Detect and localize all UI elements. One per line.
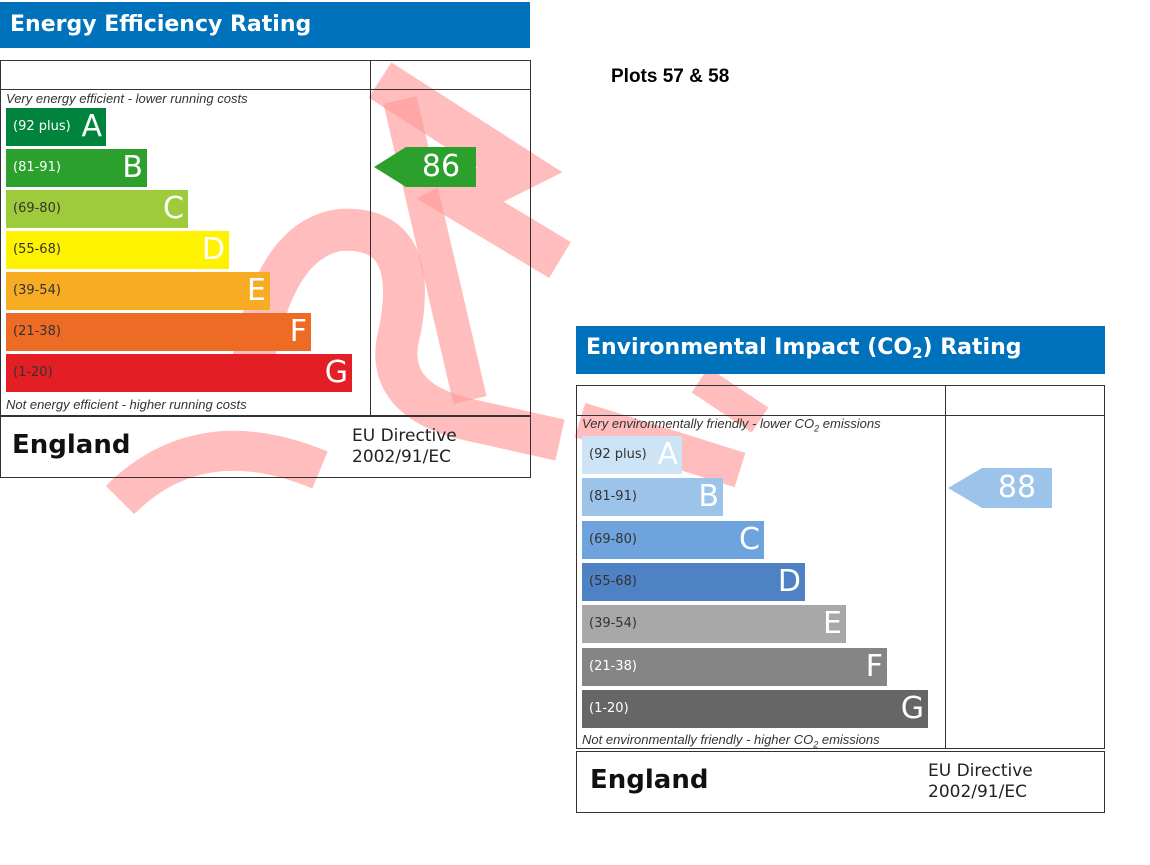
rating-band-f: (21-38) F — [582, 647, 887, 686]
rating-band-g: (1-20) G — [6, 354, 352, 392]
energy-title-bar: Energy Efficiency Rating — [0, 2, 530, 48]
rating-band-a: (92 plus) A — [582, 436, 682, 474]
energy-efficiency-panel: Energy Efficiency Rating Very energy eff… — [0, 2, 531, 478]
band-range-label: (69-80) — [13, 201, 61, 216]
environmental-top-caption-suffix: emissions — [819, 416, 881, 431]
environmental-directive-line2: 2002/91/EC — [928, 782, 1027, 802]
band-letter: D — [201, 232, 225, 267]
energy-bottom-caption: Not energy efficient - higher running co… — [6, 397, 247, 412]
environmental-arrow-shape — [948, 468, 1052, 508]
band-range-label: (81-91) — [589, 489, 637, 505]
band-range-label: (39-54) — [589, 616, 637, 632]
band-letter: D — [777, 563, 801, 599]
energy-current-value: 86 — [421, 149, 461, 184]
environmental-impact-panel: Environmental Impact (CO2) Rating Very e… — [576, 326, 1106, 814]
band-letter: E — [247, 273, 266, 308]
environmental-column-divider — [945, 385, 946, 749]
rating-band-g: (1-20) G — [582, 689, 928, 728]
environmental-footer-frame — [576, 751, 1105, 813]
environmental-header-divider — [576, 415, 1105, 416]
environmental-directive: EU Directive 2002/91/EC — [928, 761, 1033, 803]
rating-band-d: (55-68) D — [582, 562, 805, 601]
environmental-directive-line1: EU Directive — [928, 761, 1033, 781]
energy-chart-frame — [0, 60, 531, 416]
band-range-label: (1-20) — [589, 700, 629, 716]
energy-column-divider — [370, 60, 371, 416]
band-range-label: (69-80) — [589, 531, 637, 547]
environmental-country: England — [590, 765, 709, 795]
rating-band-c: (69-80) C — [6, 190, 188, 228]
plots-label: Plots 57 & 58 — [611, 66, 730, 87]
energy-directive-line2: 2002/91/EC — [352, 447, 451, 467]
band-range-label: (39-54) — [13, 283, 61, 298]
environmental-bottom-caption-suffix: emissions — [818, 732, 880, 747]
energy-footer-frame — [0, 416, 531, 478]
environmental-title-prefix: Environmental Impact (CO — [586, 335, 913, 360]
rating-band-b: (81-91) B — [6, 149, 147, 187]
environmental-top-caption-sub: 2 — [814, 423, 820, 434]
band-letter: C — [739, 521, 760, 557]
rating-band-c: (69-80) C — [582, 520, 764, 559]
band-letter: E — [823, 606, 842, 642]
energy-arrow-shape — [374, 147, 476, 187]
band-letter: G — [324, 355, 348, 390]
energy-directive-line1: EU Directive — [352, 426, 457, 446]
band-letter: F — [865, 648, 883, 684]
environmental-bottom-caption-sub: 2 — [813, 739, 819, 750]
band-letter: A — [657, 437, 678, 472]
energy-top-caption: Very energy efficient - lower running co… — [6, 91, 248, 106]
band-range-label: (21-38) — [589, 658, 637, 674]
rating-band-e: (39-54) E — [6, 272, 270, 310]
band-range-label: (1-20) — [13, 365, 53, 380]
environmental-current-value: 88 — [997, 470, 1037, 505]
rating-band-e: (39-54) E — [582, 605, 846, 644]
band-letter: A — [81, 109, 102, 144]
band-range-label: (92 plus) — [589, 447, 647, 462]
band-letter: C — [163, 191, 184, 226]
band-letter: G — [900, 690, 924, 726]
energy-country: England — [12, 430, 131, 460]
band-letter: F — [289, 314, 307, 349]
environmental-top-caption: Very environmentally friendly - lower CO… — [582, 416, 881, 434]
rating-band-b: (81-91) B — [582, 478, 723, 517]
rating-band-a: (92 plus) A — [6, 108, 106, 146]
energy-header-divider — [0, 89, 531, 90]
environmental-title-bar: Environmental Impact (CO2) Rating — [576, 326, 1105, 374]
energy-directive: EU Directive 2002/91/EC — [352, 426, 457, 468]
band-range-label: (21-38) — [13, 324, 61, 339]
band-range-label: (55-68) — [13, 242, 61, 257]
rating-band-d: (55-68) D — [6, 231, 229, 269]
rating-band-f: (21-38) F — [6, 313, 311, 351]
environmental-title-sub: 2 — [912, 344, 923, 362]
environmental-bottom-caption-prefix: Not environmentally friendly - higher CO — [582, 732, 814, 747]
environmental-top-caption-prefix: Very environmentally friendly - lower CO — [582, 416, 815, 431]
environmental-title-suffix: ) Rating — [922, 335, 1022, 360]
band-letter: B — [698, 479, 719, 515]
environmental-chart-frame — [576, 385, 1105, 749]
band-letter: B — [122, 150, 143, 185]
environmental-bottom-caption: Not environmentally friendly - higher CO… — [582, 732, 880, 750]
energy-current-rating-arrow: 86 — [374, 147, 476, 187]
energy-title: Energy Efficiency Rating — [10, 12, 312, 37]
band-range-label: (92 plus) — [13, 119, 71, 134]
band-range-label: (81-91) — [13, 160, 61, 175]
environmental-current-rating-arrow: 88 — [948, 468, 1052, 508]
band-range-label: (55-68) — [589, 573, 637, 589]
